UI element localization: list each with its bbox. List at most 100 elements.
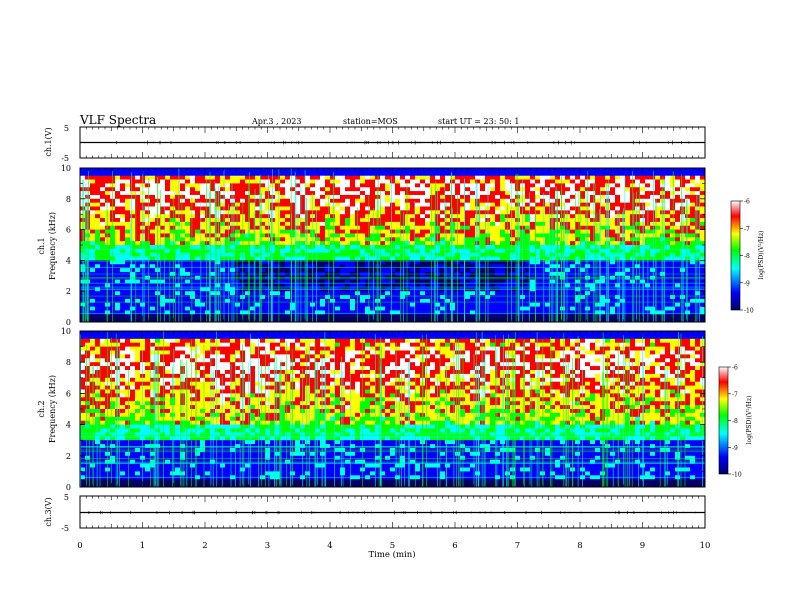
spectrogram-cell [395, 298, 401, 304]
spectrogram-cell [525, 183, 531, 188]
spectrogram-cell [625, 256, 631, 261]
spectrogram-cell [100, 291, 106, 296]
spectrogram-cell [330, 310, 336, 315]
spectrogram-cell [295, 194, 301, 200]
spectrogram-cell [435, 171, 441, 176]
spectrogram-cell [195, 310, 201, 315]
spectrogram-cell [495, 218, 501, 223]
spectrogram-cell [595, 194, 601, 200]
spectrogram-cell [610, 218, 616, 223]
spectrogram-cell [395, 302, 401, 307]
spectrogram-cell [405, 302, 411, 307]
spectrogram-cell [225, 252, 231, 257]
spectrogram-cell [115, 260, 121, 265]
spectrogram-cell [535, 225, 541, 230]
spectrogram-cell [120, 295, 126, 300]
spectrogram-cell [225, 237, 231, 242]
spectrogram-cell [370, 248, 376, 253]
spectrogram-cell [560, 179, 566, 184]
spectrogram-cell [120, 298, 126, 304]
spectrogram-cell [265, 248, 271, 253]
spectrogram-cell [90, 310, 96, 315]
spectrogram-cell [500, 225, 506, 230]
spectrogram-cell [210, 175, 216, 180]
spectrogram-cell [655, 268, 661, 273]
spectrogram-cell [555, 198, 561, 203]
spectrogram-cell [205, 237, 211, 242]
spectrogram-cell [375, 279, 381, 284]
spectrogram-cell [125, 291, 131, 296]
spectrogram-cell [490, 283, 496, 288]
spectrogram-cell [445, 187, 451, 192]
spectrogram-cell [635, 298, 641, 304]
spectrogram-cell [250, 187, 256, 192]
spectrogram-cell [170, 245, 176, 250]
spectrogram-cell [675, 283, 681, 288]
spectrogram-cell [590, 175, 596, 180]
spectrogram-cell [125, 306, 131, 311]
spectrogram-cell [370, 214, 376, 219]
spectrogram-cell [555, 175, 561, 180]
spectrogram-cell [470, 256, 476, 261]
spectrogram-cell [575, 210, 581, 215]
spectrogram-cell [210, 221, 216, 227]
spectrogram-cell [195, 245, 201, 250]
spectrogram-cell [100, 306, 106, 311]
spectrogram-cell [330, 268, 336, 273]
spectrogram-cell [375, 302, 381, 307]
spectrogram-cell [395, 233, 401, 238]
spectrogram-cell [410, 179, 416, 184]
spectrogram-cell [190, 214, 196, 219]
spectrogram-cell [350, 291, 356, 296]
spectrogram-cell [570, 298, 576, 304]
spectrogram-cell [225, 194, 231, 200]
spectrogram-cell [305, 187, 311, 192]
spectrogram-cell [185, 233, 191, 238]
spectrogram-cell [330, 218, 336, 223]
spectrogram-cell [290, 241, 296, 246]
spectrogram-cell [415, 295, 421, 300]
spectrogram-cell [440, 256, 446, 261]
spectrogram-cell [225, 279, 231, 284]
spectrogram-cell [200, 221, 206, 227]
spectrogram-cell [200, 175, 206, 180]
spectrogram-cell [365, 206, 371, 211]
spectrogram-cell [210, 233, 216, 238]
spectrogram-cell [320, 175, 326, 180]
spectrogram-cell [320, 268, 326, 273]
spectrogram-cell [655, 260, 661, 265]
spectrogram-cell [165, 295, 171, 300]
spectrogram-cell [160, 279, 166, 284]
spectrogram-cell [345, 302, 351, 307]
spectrogram-cell [210, 318, 216, 322]
spectrogram-cell [320, 279, 326, 284]
spectrogram-cell [570, 218, 576, 223]
spectrogram-cell [330, 252, 336, 257]
spectrogram-cell [525, 283, 531, 288]
spectrogram-cell [290, 275, 296, 280]
spectrogram-cell [315, 314, 321, 319]
spectrogram-cell [340, 229, 346, 234]
spectrogram-cell [425, 183, 431, 188]
spectrogram-cell [105, 191, 111, 196]
spectrogram-cell [665, 252, 671, 257]
spectrogram-cell [130, 264, 136, 269]
spectrogram-cell [400, 233, 406, 238]
spectrogram-cell [525, 306, 531, 311]
spectrogram-cell [610, 298, 616, 304]
spectrogram-cell [440, 279, 446, 284]
spectrogram-cell [115, 298, 121, 304]
spectrogram-cell [255, 275, 261, 280]
spectrogram-cell [350, 241, 356, 246]
spectrogram-cell [365, 214, 371, 219]
spectrogram-cell [385, 295, 391, 300]
date-label: Apr.3 , 2023 [251, 117, 301, 126]
spectrogram-cell [565, 206, 571, 211]
spectrogram-cell [250, 291, 256, 296]
spectrogram-cell [315, 202, 321, 207]
spectrogram-cell [225, 245, 231, 250]
spectrogram-cell [95, 206, 101, 211]
spectrogram-cell [370, 237, 376, 242]
spectrogram-cell [125, 179, 131, 184]
spectrogram-cell [335, 260, 341, 265]
